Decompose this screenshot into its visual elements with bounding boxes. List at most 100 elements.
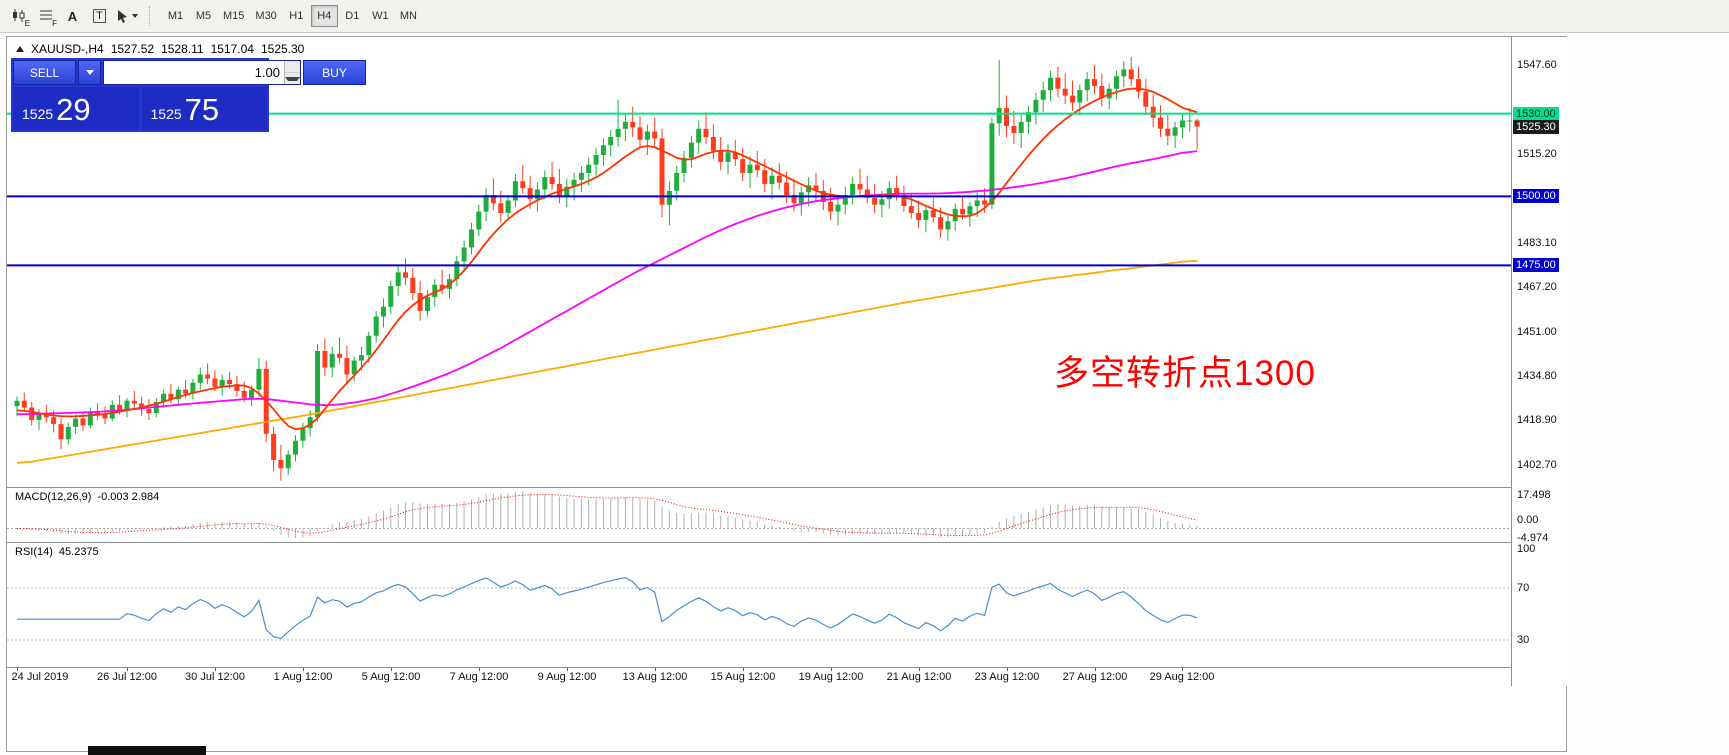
panel-splitter[interactable] <box>7 487 1566 488</box>
timeframe-m30[interactable]: M30 <box>250 5 281 27</box>
price-line-label: 1525.30 <box>1513 120 1559 134</box>
time-tick <box>303 668 304 671</box>
one-click-trading-panel: SELL BUY 1525 29 <box>11 58 366 132</box>
time-tick <box>1095 668 1096 671</box>
list-grid-icon[interactable]: F <box>33 4 58 28</box>
rsi-canvas[interactable] <box>7 543 1511 667</box>
time-tick <box>391 668 392 671</box>
time-label: 21 Aug 12:00 <box>886 671 952 683</box>
time-label: 19 Aug 12:00 <box>798 671 864 683</box>
time-label: 27 Aug 12:00 <box>1062 671 1128 683</box>
price-line-label: 1500.00 <box>1513 189 1559 203</box>
time-label: 26 Jul 12:00 <box>97 671 157 683</box>
time-axis[interactable]: 24 Jul 2019 26 Jul 12:00 30 Jul 12:00 1 Aug… <box>7 668 1511 686</box>
time-label: 30 Jul 12:00 <box>185 671 245 683</box>
price-scale[interactable]: 1547.60 1515.20 1483.10 1467.20 1451.00 1434.… <box>1511 37 1567 686</box>
price-tick: 1483.10 <box>1517 237 1557 249</box>
timeframe-d1[interactable]: D1 <box>339 5 366 27</box>
price-chart-canvas[interactable] <box>7 37 1511 487</box>
time-tick <box>743 668 744 671</box>
time-tick <box>479 668 480 671</box>
crosshair-tool-icon[interactable] <box>114 4 139 28</box>
time-tick <box>1007 668 1008 671</box>
macd-axis-label: -4.974 <box>1517 532 1549 544</box>
chart-type-icon[interactable]: E <box>6 4 31 28</box>
list-grid-glyph <box>39 10 52 20</box>
price-line-label: 1475.00 <box>1513 258 1559 272</box>
price-tick: 1547.60 <box>1517 59 1557 71</box>
time-label: 5 Aug 12:00 <box>361 671 421 683</box>
time-tick <box>215 668 216 671</box>
chart-open-value: 1527.52 <box>110 42 155 56</box>
buy-button[interactable]: BUY <box>303 60 366 85</box>
volume-input[interactable] <box>104 61 284 84</box>
symbol-marker-icon <box>16 46 24 52</box>
price-tick: 1451.00 <box>1517 326 1557 338</box>
buy-price-display[interactable]: 1525 75 <box>141 87 267 130</box>
chart-header: XAUUSD-,H4 1527.52 1528.11 1517.04 1525.… <box>16 42 304 56</box>
time-label: 29 Aug 12:00 <box>1149 671 1215 683</box>
macd-axis-label: 0.00 <box>1517 514 1539 526</box>
rsi-axis-label: 70 <box>1517 582 1530 594</box>
timeframe-h4[interactable]: H4 <box>310 5 338 27</box>
volume-field <box>103 60 301 85</box>
timeframe-m1[interactable]: M1 <box>162 5 189 27</box>
cursor-arrow-glyph <box>118 9 127 23</box>
price-tick: 1467.20 <box>1517 281 1557 293</box>
chart-type-glyph <box>12 9 24 22</box>
rsi-value: 45.2375 <box>58 546 99 558</box>
timeframe-mn[interactable]: MN <box>395 5 422 27</box>
timeframe-m5[interactable]: M5 <box>190 5 217 27</box>
rsi-axis-label: 30 <box>1517 634 1530 646</box>
trade-controls-row: SELL BUY <box>13 60 366 85</box>
time-tick <box>17 668 18 671</box>
time-tick <box>127 668 128 671</box>
chart-window[interactable]: 24 Jul 2019 26 Jul 12:00 30 Jul 12:00 1 Aug… <box>6 36 1567 752</box>
price-line-label: 1530.00 <box>1513 107 1559 121</box>
timeframe-w1[interactable]: W1 <box>367 5 394 27</box>
triangle-down-icon <box>285 76 300 81</box>
time-label: 1 Aug 12:00 <box>273 671 333 683</box>
rsi-name: RSI(14) <box>15 546 53 558</box>
toolbar-separator <box>149 6 155 26</box>
sell-button[interactable]: SELL <box>13 60 76 85</box>
text-annotation-icon[interactable]: A <box>67 8 78 24</box>
timeframe-h1[interactable]: H1 <box>283 5 310 27</box>
price-tick: 1402.70 <box>1517 459 1557 471</box>
buy-price-main: 1525 <box>150 106 182 122</box>
macd-values: -0.003 2.984 <box>97 491 160 503</box>
chevron-down-icon <box>132 14 138 18</box>
time-label: 9 Aug 12:00 <box>537 671 597 683</box>
chart-low-value: 1517.04 <box>210 42 254 56</box>
volume-decrease-button[interactable] <box>285 73 300 84</box>
timeframe-m15[interactable]: M15 <box>218 5 249 27</box>
volume-dropdown-button[interactable] <box>78 60 101 85</box>
macd-axis-label: 17.498 <box>1517 489 1551 501</box>
macd-name: MACD(12,26,9) <box>15 491 92 503</box>
chart-text-annotation[interactable]: 多空转折点1300 <box>1054 354 1316 393</box>
sell-price-pips: 29 <box>56 92 91 127</box>
toolbar: E F A T M1 M5 M15 M30 H1 H4 D1 W1 MN <box>0 0 1729 33</box>
trade-prices-row: 1525 29 1525 75 <box>13 87 267 130</box>
sell-price-display[interactable]: 1525 29 <box>13 87 139 130</box>
volume-stepper <box>284 61 300 84</box>
time-tick <box>567 668 568 671</box>
time-tick <box>1182 668 1183 671</box>
text-label-icon[interactable]: T <box>87 4 112 28</box>
axis-separator <box>7 667 1566 668</box>
price-tick: 1418.90 <box>1517 414 1557 426</box>
time-tick <box>655 668 656 671</box>
chart-symbol-timeframe: XAUUSD-,H4 <box>31 42 104 56</box>
timeframe-group: M1 M5 M15 M30 H1 H4 D1 W1 MN <box>162 5 422 27</box>
chart-close-value: 1525.30 <box>260 42 305 56</box>
macd-indicator-label: MACD(12,26,9) -0.003 2.984 <box>15 491 159 503</box>
macd-canvas[interactable] <box>7 488 1511 542</box>
time-label: 24 Jul 2019 <box>11 671 69 683</box>
volume-increase-button[interactable] <box>285 61 300 73</box>
rsi-axis-label: 100 <box>1517 543 1536 555</box>
time-tick <box>831 668 832 671</box>
rsi-indicator-label: RSI(14) 45.2375 <box>15 546 99 558</box>
time-label: 15 Aug 12:00 <box>710 671 776 683</box>
panel-splitter[interactable] <box>7 542 1566 543</box>
time-tick <box>919 668 920 671</box>
